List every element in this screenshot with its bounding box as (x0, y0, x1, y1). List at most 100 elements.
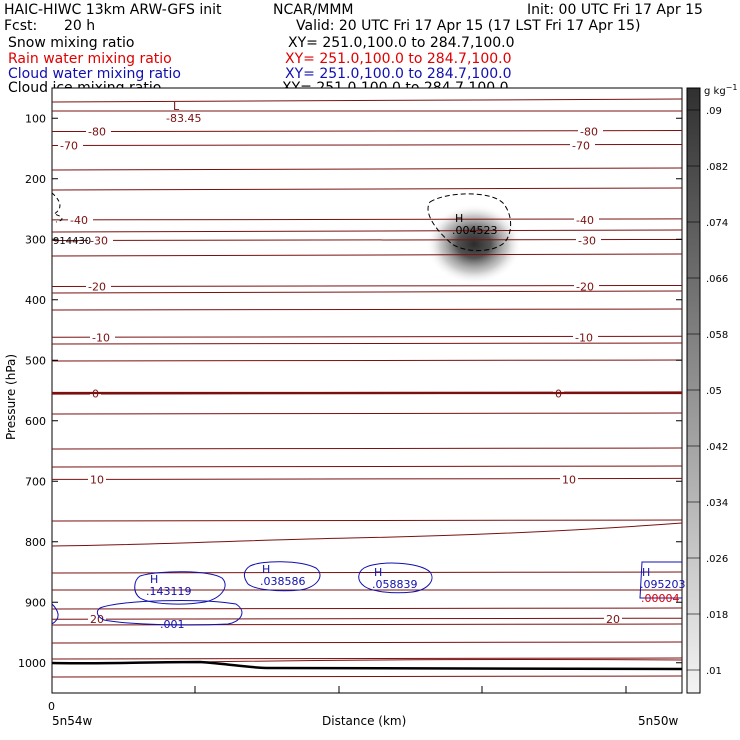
isotherm-line (52, 607, 682, 610)
isotherm-line (52, 308, 682, 311)
isotherm-line (52, 229, 682, 233)
isotherm--80 (52, 130, 682, 133)
isotherm-label-bg (88, 234, 113, 247)
y-tick-label: 700 (25, 475, 46, 488)
isotherm-label-bg (90, 331, 115, 344)
cloud-ice-contour (427, 193, 512, 252)
isotherm-line (52, 447, 682, 450)
isotherm-label-bg (570, 139, 595, 152)
isotherm-label-bg (574, 280, 599, 293)
high-value: .004523 (452, 224, 498, 237)
colorbar-label: .018 (706, 610, 728, 621)
cloud-water-contour (639, 561, 682, 599)
colorbar-label: .042 (706, 442, 728, 453)
colorbar-label: .026 (706, 554, 728, 565)
isotherm-label-bg (560, 473, 578, 486)
isotherm-label-bg (88, 473, 106, 486)
high-value: .095203 (640, 578, 686, 591)
isotherm-line (52, 675, 682, 678)
x-tick-label: 0 (48, 700, 55, 713)
high-letter: H (374, 566, 382, 579)
x-left-label: 5n54w (52, 714, 93, 728)
cloud-water-contour (134, 571, 226, 605)
high-value: .143119 (146, 585, 192, 598)
isotherm-label-bg (576, 234, 601, 247)
isotherm-label: 20 (606, 613, 620, 626)
isotherm-line (52, 519, 682, 522)
y-tick-label: 300 (25, 233, 46, 246)
isotherm-label: -30 (90, 234, 108, 247)
colorbar-label: .058 (706, 330, 728, 341)
cloud-water-contour (52, 603, 59, 625)
header-fcst-value: 20 h (64, 18, 96, 34)
isotherm-label: -80 (580, 126, 598, 139)
field-name-cloud-water: Cloud water mixing ratio (8, 66, 181, 82)
isotherm-line (52, 641, 682, 644)
isotherm-label: -80 (88, 126, 106, 139)
cloud-water-contour (96, 600, 243, 626)
isotherm-label: -10 (92, 331, 110, 344)
colorbar-label: .034 (706, 498, 728, 509)
isotherm-line (52, 253, 682, 257)
isotherm-label: -30 (578, 234, 596, 247)
high-letter: H (262, 563, 270, 576)
field-name-rain: Rain water mixing ratio (8, 51, 172, 67)
field-name-snow: Snow mixing ratio (8, 35, 135, 51)
y-tick-label: 500 (25, 354, 46, 367)
x-axis: 0 5n54w Distance (km) 5n50w (48, 686, 679, 728)
isotherm-label: 10 (562, 473, 576, 486)
colorbar-label: .066 (706, 274, 728, 285)
colorbar-label: .05 (706, 386, 722, 397)
y-axis-title: Pressure (hPa) (4, 354, 18, 440)
isotherm-label-bg (68, 213, 93, 226)
isotherm-label-bg (88, 613, 106, 626)
y-tick-label: 1000 (18, 657, 46, 670)
colorbar-unit: g kg−1 (704, 83, 737, 97)
isotherm-label: -70 (60, 139, 78, 152)
y-tick-label: 400 (25, 294, 46, 307)
isotherm-line (52, 657, 682, 660)
colorbar-label: .082 (706, 162, 728, 173)
colorbar-label: .01 (706, 666, 722, 677)
field-xy-cloud-water: XY= 251.0,100.0 to 284.7,100.0 (285, 66, 512, 82)
field-xy-snow: XY= 251.0,100.0 to 284.7,100.0 (288, 35, 515, 51)
cloud-ice-shading (426, 204, 522, 284)
isotherm-label-bg (578, 125, 603, 138)
isotherm-line (52, 342, 682, 345)
colorbar-label: .074 (706, 218, 728, 229)
isotherm-line-800 (52, 522, 682, 547)
isotherm-line (52, 187, 682, 191)
isotherm-label-bg (58, 139, 83, 152)
header-init: Init: 00 UTC Fri 17 Apr 15 (527, 2, 703, 18)
y-tick-label: 600 (25, 415, 46, 428)
isotherm-label-bg (86, 280, 111, 293)
isotherm-line (52, 290, 682, 294)
cloud-water-contour (243, 561, 321, 592)
colorbar-ramp (686, 87, 701, 694)
contour-label: .00004 (641, 592, 680, 605)
high-letter: H (455, 212, 463, 225)
high-value: .058839 (372, 578, 418, 591)
colorbar: .01 .018 .026 .034 .042 .05 .058 .066 .074 .082 .0… (686, 83, 737, 694)
low-value: -83.45 (166, 112, 201, 125)
cloud-water-contour (358, 562, 433, 594)
colorbar-unit-exponent: −1 (726, 83, 738, 92)
isotherm-label-bg (604, 613, 622, 626)
high-letter: H (642, 566, 650, 579)
field-xy-rain: XY= 251.0,100.0 to 284.7,100.0 (285, 51, 512, 67)
cloud-ice-contour-edge (52, 192, 63, 223)
isotherm-line (52, 412, 682, 415)
y-tick-label: 900 (25, 596, 46, 609)
isotherm-label: -20 (576, 280, 594, 293)
isotherm-label: -70 (572, 139, 590, 152)
plot-frame (51, 87, 683, 694)
isotherm-label-bg (573, 331, 598, 344)
isotherm-line-ground (199, 659, 682, 663)
isotherm-line (52, 359, 682, 362)
ground-terrain-line (51, 660, 683, 671)
y-axis: 100 200 300 400 500 600 700 800 900 1000 (18, 112, 682, 670)
isotherm-line (52, 167, 682, 171)
x-right-label: 5n50w (638, 714, 679, 728)
y-tick-label: 100 (25, 112, 46, 125)
